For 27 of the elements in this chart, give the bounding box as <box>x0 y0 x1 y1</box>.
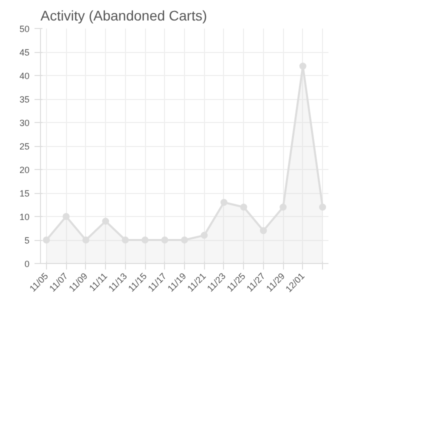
y-tick-label: 20 <box>19 165 30 175</box>
point <box>260 227 267 234</box>
point <box>142 236 149 244</box>
y-tick-label: 10 <box>19 212 30 222</box>
y-tick-label: 50 <box>19 24 30 34</box>
point <box>161 236 168 244</box>
y-tick-label: 15 <box>19 188 30 198</box>
y-tick-label: 30 <box>19 118 30 128</box>
y-tick-label: 45 <box>19 48 30 58</box>
point <box>200 232 208 239</box>
point <box>240 204 248 211</box>
chart-title: Activity (Abandoned Carts) <box>40 8 208 24</box>
point <box>62 213 70 220</box>
y-tick-label: 25 <box>19 142 30 152</box>
y-tick-label: 0 <box>24 259 30 269</box>
point <box>42 236 50 244</box>
point <box>102 218 110 225</box>
point <box>299 62 306 70</box>
point <box>122 236 129 244</box>
y-tick-label: 5 <box>24 236 30 246</box>
point <box>181 236 188 244</box>
point <box>280 204 287 211</box>
y-tick-label: 40 <box>19 71 30 81</box>
point <box>220 198 228 206</box>
y-tick-label: 35 <box>19 94 30 104</box>
point <box>319 204 326 211</box>
point <box>82 236 90 244</box>
